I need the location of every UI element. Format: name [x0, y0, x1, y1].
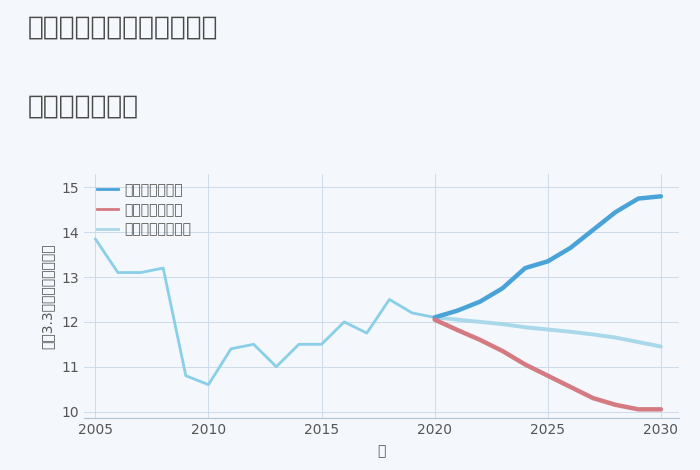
Legend: グッドシナリオ, バッドシナリオ, ノーマルシナリオ: グッドシナリオ, バッドシナリオ, ノーマルシナリオ — [97, 183, 192, 236]
Y-axis label: 坪（3.3㎡）単価（万円）: 坪（3.3㎡）単価（万円） — [41, 243, 55, 349]
Text: 岐阜県羽島郡笠松町北及の: 岐阜県羽島郡笠松町北及の — [28, 14, 218, 40]
Text: 土地の価格推移: 土地の価格推移 — [28, 94, 139, 120]
X-axis label: 年: 年 — [377, 444, 386, 458]
